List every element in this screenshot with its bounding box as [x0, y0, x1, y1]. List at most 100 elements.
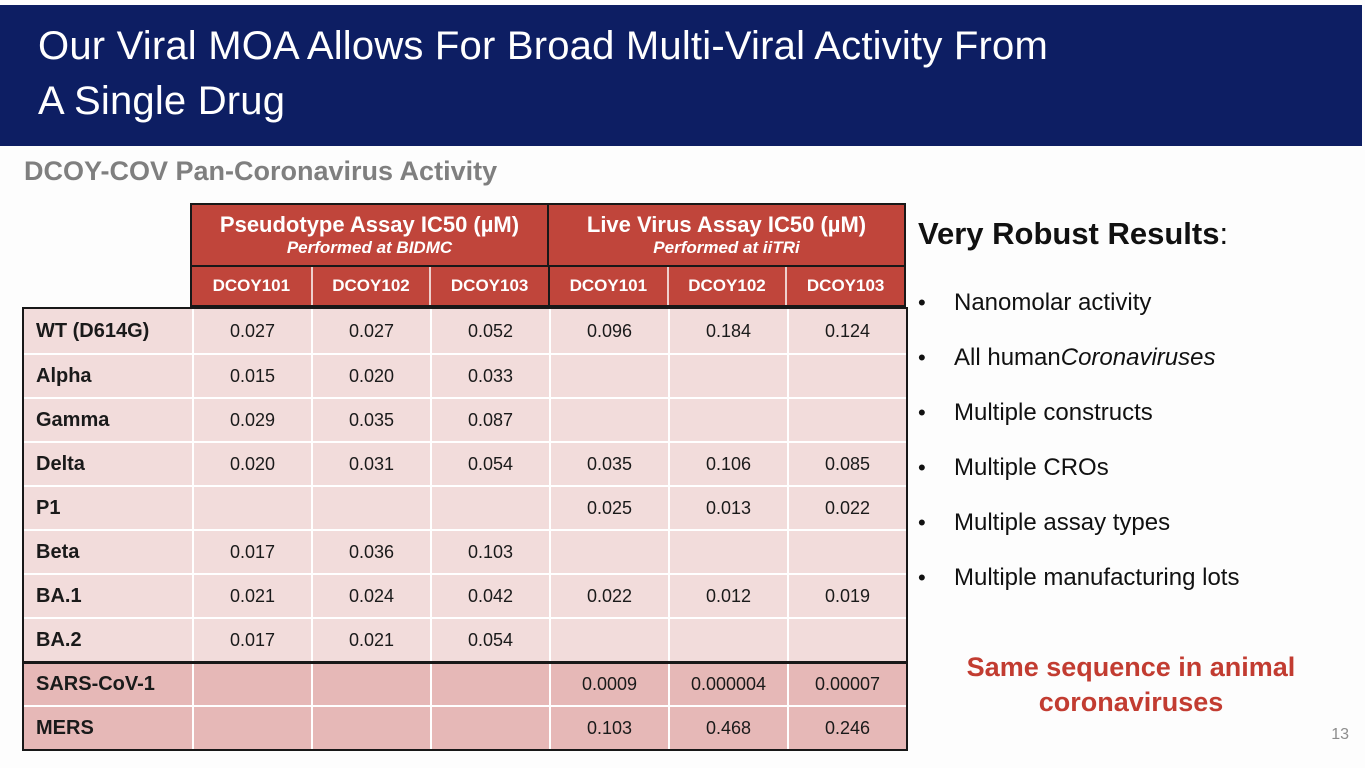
ic50-value-cell [549, 355, 668, 397]
results-bullet-item: • All human Coronaviruses [918, 343, 1358, 372]
ic50-value-cell: 0.017 [192, 531, 311, 573]
ic50-value-cell [787, 531, 906, 573]
results-heading-colon: : [1219, 216, 1229, 251]
table-row: Gamma 0.029 0.035 0.087 [24, 397, 906, 441]
ic50-value-cell [549, 531, 668, 573]
ic50-value-cell [549, 619, 668, 661]
ic50-value-cell: 0.019 [787, 575, 906, 617]
ic50-value-cell [311, 487, 430, 529]
ic50-value-cell: 0.054 [430, 443, 549, 485]
pseudotype-assay-header: Pseudotype Assay IC50 (µM) Performed at … [192, 205, 547, 265]
ic50-value-cell [668, 399, 787, 441]
ic50-value-cell [311, 707, 430, 749]
ic50-value-cell: 0.036 [311, 531, 430, 573]
results-heading: Very Robust Results: [918, 216, 1228, 252]
group-title: Pseudotype Assay IC50 (µM) [219, 212, 520, 237]
table-row: Delta 0.020 0.031 0.054 0.035 0.106 0.085 [24, 441, 906, 485]
drug-column-header: DCOY103 [429, 267, 548, 305]
ic50-value-cell [430, 487, 549, 529]
ic50-value-cell [787, 619, 906, 661]
ic50-value-cell: 0.246 [787, 707, 906, 749]
table-row: Alpha 0.015 0.020 0.033 [24, 353, 906, 397]
live-virus-assay-header: Live Virus Assay IC50 (µM) Performed at … [547, 205, 904, 265]
results-bullet-item: • Multiple CROs [918, 453, 1358, 482]
bullet-icon: • [918, 345, 926, 370]
ic50-value-cell: 0.021 [311, 619, 430, 661]
ic50-value-cell [430, 707, 549, 749]
results-heading-text: Very Robust Results [918, 216, 1220, 251]
ic50-value-cell: 0.106 [668, 443, 787, 485]
bullet-text: Multiple assay types [954, 509, 1171, 536]
slide-title: Our Viral MOA Allows For Broad Multi-Vir… [38, 19, 1342, 129]
group-title: Live Virus Assay IC50 (µM) [586, 212, 867, 237]
row-label: Alpha [36, 364, 92, 387]
ic50-value-cell: 0.013 [668, 487, 787, 529]
assay-group-header-row: Pseudotype Assay IC50 (µM) Performed at … [190, 203, 906, 267]
results-bullet-item: • Multiple constructs [918, 398, 1358, 427]
results-bullet-item: • Nanomolar activity [918, 288, 1358, 317]
ic50-value-cell [192, 707, 311, 749]
table-row: BA.2 0.017 0.021 0.054 [24, 617, 906, 661]
section-subtitle: DCOY-COV Pan-Coronavirus Activity [24, 156, 498, 186]
ic50-value-cell: 0.029 [192, 399, 311, 441]
table-row: BA.1 0.021 0.024 0.042 0.022 0.012 0.019 [24, 573, 906, 617]
drug-column-header: DCOY102 [310, 267, 430, 305]
slide-title-bar: Our Viral MOA Allows For Broad Multi-Vir… [0, 5, 1362, 146]
bullet-icon: • [918, 565, 926, 590]
table-row: SARS-CoV-1 0.0009 0.000004 0.00007 [24, 661, 906, 705]
ic50-value-cell: 0.033 [430, 355, 549, 397]
slide-title-line-1: Our Viral MOA Allows For Broad Multi-Vir… [38, 24, 1048, 68]
ic50-value-cell: 0.027 [192, 309, 311, 353]
ic50-value-cell [787, 399, 906, 441]
ic50-value-cell: 0.025 [549, 487, 668, 529]
animal-sequence-note: Same sequence in animal coronaviruses [966, 652, 1296, 717]
ic50-value-cell [668, 531, 787, 573]
row-label: P1 [36, 496, 61, 519]
results-bullet-list: • Nanomolar activity • All human Coronaviru… [918, 288, 1358, 618]
ic50-value-cell: 0.031 [311, 443, 430, 485]
slide-title-line-2: A Single Drug [38, 79, 286, 123]
ic50-value-cell: 0.017 [192, 619, 311, 661]
ic50-value-cell: 0.035 [549, 443, 668, 485]
results-bullet-item: • Multiple assay types [918, 508, 1358, 537]
table-row: WT (D614G) 0.027 0.027 0.052 0.096 0.184 0.124 [24, 309, 906, 353]
ic50-value-cell: 0.468 [668, 707, 787, 749]
ic50-value-cell [549, 399, 668, 441]
drug-column-header: DCOY101 [547, 267, 667, 305]
row-label: SARS-CoV-1 [36, 673, 155, 695]
ic50-value-cell: 0.103 [549, 707, 668, 749]
row-label: MERS [36, 716, 94, 739]
table-row: P1 0.025 0.013 0.022 [24, 485, 906, 529]
ic50-value-cell: 0.096 [549, 309, 668, 353]
ic50-value-cell: 0.184 [668, 309, 787, 353]
group-subtitle: Performed at BIDMC [286, 238, 453, 257]
ic50-value-cell: 0.022 [787, 487, 906, 529]
drug-header-row: DCOY101 DCOY102 DCOY103 DCOY101 DCOY102 DCOY1… [190, 267, 906, 307]
page-number: 13 [1331, 726, 1349, 743]
bullet-text: Multiple manufacturing lots [954, 564, 1240, 591]
table-row: Beta 0.017 0.036 0.103 [24, 529, 906, 573]
row-label: WT (D614G) [36, 319, 150, 342]
bullet-icon: • [918, 400, 926, 425]
ic50-value-cell: 0.054 [430, 619, 549, 661]
table-row: MERS 0.103 0.468 0.246 [24, 705, 906, 749]
row-label: BA.1 [36, 584, 82, 607]
drug-column-header: DCOY103 [785, 267, 904, 305]
bullet-icon: • [918, 290, 926, 315]
ic50-value-cell [668, 619, 787, 661]
group-subtitle: Performed at iiTRi [653, 238, 800, 257]
ic50-value-cell: 0.103 [430, 531, 549, 573]
ic50-value-cell: 0.022 [549, 575, 668, 617]
ic50-value-cell: 0.124 [787, 309, 906, 353]
ic50-value-cell [430, 664, 549, 705]
ic50-value-cell: 0.000004 [668, 664, 787, 705]
row-label: Beta [36, 540, 80, 563]
bullet-text: Nanomolar activity [954, 289, 1152, 316]
ic50-value-cell [787, 355, 906, 397]
drug-column-header: DCOY102 [666, 267, 786, 305]
ic50-value-cell: 0.012 [668, 575, 787, 617]
bullet-text: Multiple CROs [954, 454, 1109, 481]
ic50-value-cell: 0.035 [311, 399, 430, 441]
row-label: Delta [36, 452, 85, 475]
